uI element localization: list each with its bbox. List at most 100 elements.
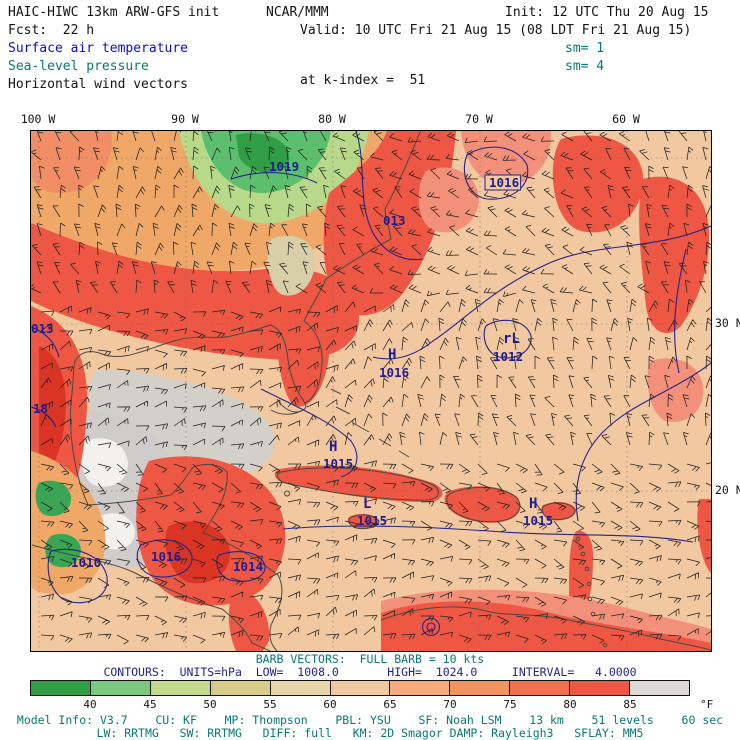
colorbar-tick-label: 50 [203,698,217,711]
pressure-label: H [529,496,537,512]
pressure-label: 1016 [379,365,409,380]
valid-time-label: Valid: 10 UTC Fri 21 Aug 15 (08 LDT Fri … [300,23,692,38]
colorbar-swatch [210,681,271,695]
latitude-labels: 30 N 20 N [715,130,740,650]
temp-region-atlantic-salmon-2 [418,167,479,233]
coastline [31,544,271,651]
temp-region-puerto-rico-red [541,501,577,521]
colorbar-tick-label: 75 [503,698,517,711]
temp-region-atlantic-red-2 [639,176,710,334]
pressure-contour [216,551,266,582]
colorbar-swatches [31,681,689,695]
pressure-label: 1015 [357,513,387,528]
pressure-contour [575,362,711,522]
temp-region-pacific-green-1 [35,480,72,517]
colorbar-tick-label: 55 [263,698,277,711]
temp-region-ca-red-tail [228,586,270,651]
island-dot [586,581,592,587]
colorbar-labels: °F 40 45 50 55 60 65 70 75 80 85 [30,698,740,711]
colorbar-swatch [390,681,451,695]
coastline [348,514,380,530]
temp-region-atlantic-salmon-1 [461,131,552,186]
colorbar-swatch [510,681,571,695]
coastline [284,490,291,497]
lon-tick-label: 70 W [465,112,493,126]
colorbar-swatch [31,681,91,695]
lon-tick-label: 90 W [171,112,199,126]
model-title: HAIC-HIWC 13km ARW-GFS init [8,5,220,20]
model-info-line2: LW: RRTMG SW: RRTMG DIFF: full KM: 2D Sm… [96,726,644,740]
org-label: NCAR/MMM [266,5,329,20]
pressure-label: rL [503,331,520,347]
coastline [276,467,439,501]
colorbar-tick-label: 85 [623,698,637,711]
colorbar-tick-label: 40 [83,698,97,711]
temp-region-sa-red [381,601,711,651]
coastline [270,409,302,415]
temp-region-right-edge-red [697,499,711,573]
contour-legend: CONTOURS: UNITS=hPa LOW= 1008.0 HIGH= 10… [103,665,637,679]
map-panel: 1019 013 1016 H 1016 rL 1012 H 1015 L 1015 H 1015 101… [30,130,712,652]
pressure-contour [47,548,108,604]
pressure-label: 013 [383,213,406,228]
temp-region-georgia-khaki [267,235,316,296]
temp-region-antilles-red [569,530,593,614]
pressure-label: 013 [31,321,54,336]
temp-region-florida-red [276,303,330,407]
colorbar-tick-label: 45 [143,698,157,711]
pressure-label: 1015 [323,456,353,471]
field-wind-label: Horizontal wind vectors [8,77,189,92]
sm1-label: sm= 1 [565,41,605,56]
temp-region-atlantic-red-1 [552,135,644,233]
pressure-label: H [388,347,396,363]
pressure-label: L [363,496,371,512]
pressure-contour [355,131,424,261]
coastline [71,324,307,413]
colorbar-swatch [570,681,631,695]
colorbar-swatch [450,681,511,695]
lat-tick-label: 20 N [715,483,740,497]
island-dot [602,642,608,648]
colorbar-swatch [630,681,689,695]
colorbar-swatch [330,681,391,695]
temp-region-mexico-white-2 [96,513,136,550]
temp-region-mexico-coast-darkred [39,346,66,481]
temp-region-atlantic-salmon-3 [647,358,704,422]
pressure-label: 1014 [233,559,263,574]
wind-barbs-layer [31,131,711,645]
colorbar-swatch [90,681,151,695]
temp-region-cuba-red [274,465,443,503]
coastline [70,392,283,651]
temp-region-appalachia-green-core [236,133,290,173]
colorbar-unit: °F [700,698,714,711]
pressure-label: 1015 [523,513,553,528]
colorbar-tick-label: 60 [323,698,337,711]
colorbar-tick-label: 80 [563,698,577,711]
k-index-label: at k-index = 51 [300,73,426,88]
colorbar-swatch [270,681,331,695]
colorbar-swatch [150,681,211,695]
island-dot [580,551,586,557]
pressure-contour [483,319,532,359]
sm2-label: sm= 4 [565,59,605,74]
pressure-label: 1019 [269,159,299,174]
pressure-contour [260,388,358,478]
pressure-contour [282,525,694,543]
pressure-label: 1010 [71,555,101,570]
longitude-labels: 100 W 90 W 80 W 70 W 60 W [21,112,712,127]
storm-contour-inner [426,622,436,632]
pressure-contour [230,172,318,184]
pressure-label-box [484,174,522,191]
island-dot [584,566,590,572]
pressure-contour [372,225,711,360]
pressure-label: 1016 [151,549,181,564]
coastline [541,502,576,520]
field-temperature-label: Surface air temperature [8,41,189,56]
colorbar-tick-label: 70 [443,698,457,711]
temp-region-topleft-salmon [31,131,112,194]
temp-region-mexico-white-1 [81,438,129,487]
pressure-label: 1012 [493,349,523,364]
lat-tick-label: 30 N [715,316,740,330]
coastline [446,486,521,523]
barb-legend: BARB VECTORS: FULL BARB = 10 kts [255,652,485,666]
